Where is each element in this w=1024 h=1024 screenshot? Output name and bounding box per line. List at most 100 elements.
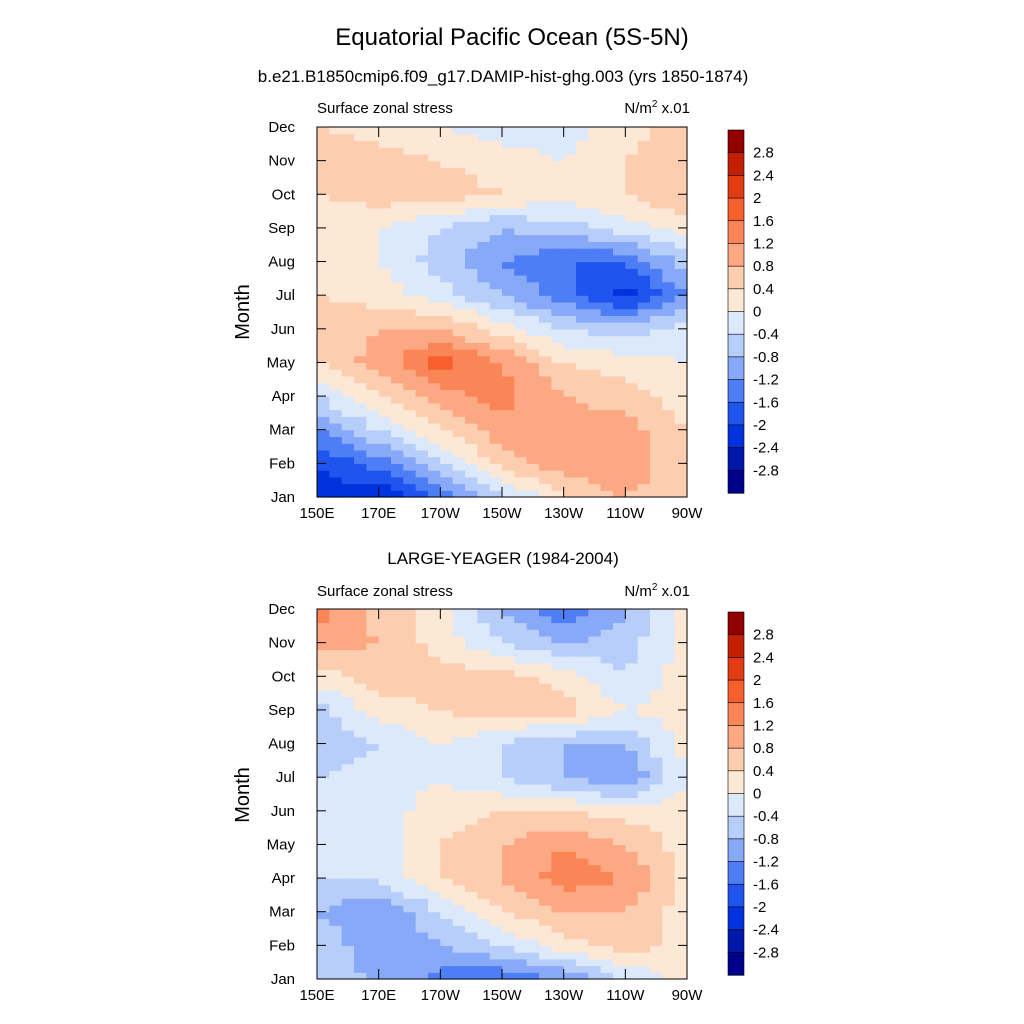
heatmap-cell [551,375,565,384]
heatmap-cell [329,248,343,256]
heatmap-cell [613,965,626,973]
heatmap-cell [502,958,515,967]
heatmap-cell [637,201,651,209]
heatmap-cell [613,911,626,920]
heatmap-cell [588,615,602,624]
heatmap-cell [329,884,343,893]
heatmap-cell [440,777,454,785]
heatmap-cell [588,328,602,337]
heatmap-cell [391,207,404,216]
heatmap-cell [391,622,404,630]
heatmap-cell [329,898,343,906]
heatmap-cell [354,167,367,175]
heatmap-cell [613,301,626,310]
colorbar-swatch [727,152,745,176]
heatmap-cell [440,871,454,879]
heatmap-cell [477,174,491,182]
heatmap-cell [415,194,429,202]
heatmap-cell [588,227,602,236]
heatmap-cell [637,709,651,718]
heatmap-cell [613,817,626,825]
heatmap-cell [329,683,343,691]
heatmap-cell [625,669,639,677]
heatmap-cell [403,952,417,960]
heatmap-cell [674,757,688,765]
colorbar-swatch [727,265,745,290]
heatmap-cell [613,622,626,630]
heatmap-cell [452,783,466,792]
heatmap-cell [539,416,552,424]
heatmap-cell [625,167,639,175]
heatmap-cell [625,642,639,650]
heatmap-cell [391,470,404,478]
heatmap-cell [662,214,676,222]
heatmap-cell [403,167,417,175]
heatmap-cell [650,810,663,819]
heatmap-cell [662,770,676,778]
heatmap-cell [526,355,540,364]
heatmap-cell [576,958,589,967]
heatmap-cell [502,730,515,738]
heatmap-cell [637,911,651,920]
heatmap-cell [465,945,478,953]
heatmap-cell [526,416,540,424]
heatmap-cell [378,918,392,926]
heatmap-cell [440,402,454,411]
heatmap-cell [637,622,651,630]
heatmap-cell [674,703,688,711]
heatmap-cell [440,315,454,323]
heatmap-cell [341,322,355,330]
heatmap-cell [465,938,478,946]
heatmap-cell [378,295,392,303]
heatmap-cell [403,322,417,330]
heatmap-cell [489,810,503,819]
heatmap-cell [341,470,355,478]
heatmap-cell [514,972,528,980]
heatmap-cell [452,911,466,920]
heatmap-cell [576,133,589,142]
heatmap-cell [415,288,429,296]
heatmap-cell [588,622,602,630]
heatmap-cell [600,490,614,498]
heatmap-cell [341,918,355,926]
heatmap-cell [341,214,355,222]
heatmap-cell [502,676,515,684]
heatmap-cell [502,709,515,718]
heatmap-cell [588,382,602,390]
heatmap-cell [428,757,441,765]
heatmap-cell [366,696,380,704]
units-label: N/m2 x.01 [624,99,690,117]
heatmap-cell [650,642,663,650]
heatmap-cell [403,483,417,491]
heatmap-cell [415,382,429,390]
heatmap-cell [551,649,565,657]
heatmap-cell [403,248,417,256]
heatmap-cell [341,147,355,155]
colorbar-label: -2.4 [753,922,779,939]
heatmap-cell [576,362,589,370]
heatmap-cell [674,369,688,377]
heatmap-cell [600,254,614,263]
heatmap-cell [526,790,540,798]
heatmap-cell [551,483,565,491]
heatmap-cell [502,396,515,404]
colorbar-swatch [727,838,745,863]
heatmap-cell [440,716,454,724]
heatmap-cell [539,160,552,168]
heatmap-cell [403,831,417,839]
heatmap-cell [588,783,602,792]
heatmap-cell [391,201,404,209]
heatmap-cell [563,783,577,792]
heatmap-cell [526,972,540,980]
heatmap-cell [539,656,552,664]
heatmap-cell [502,891,515,899]
panel-top: b.e21.B1850cmip6.f09_g17.DAMIP-hist-ghg.… [232,67,748,522]
heatmap-cell [625,911,639,920]
heatmap-cell [317,905,330,913]
heatmap-cell [329,160,343,168]
heatmap-cell [613,281,626,290]
heatmap-cell [465,730,478,738]
heatmap-cell [563,891,577,899]
heatmap-cell [465,817,478,825]
heatmap-cell [403,750,417,758]
